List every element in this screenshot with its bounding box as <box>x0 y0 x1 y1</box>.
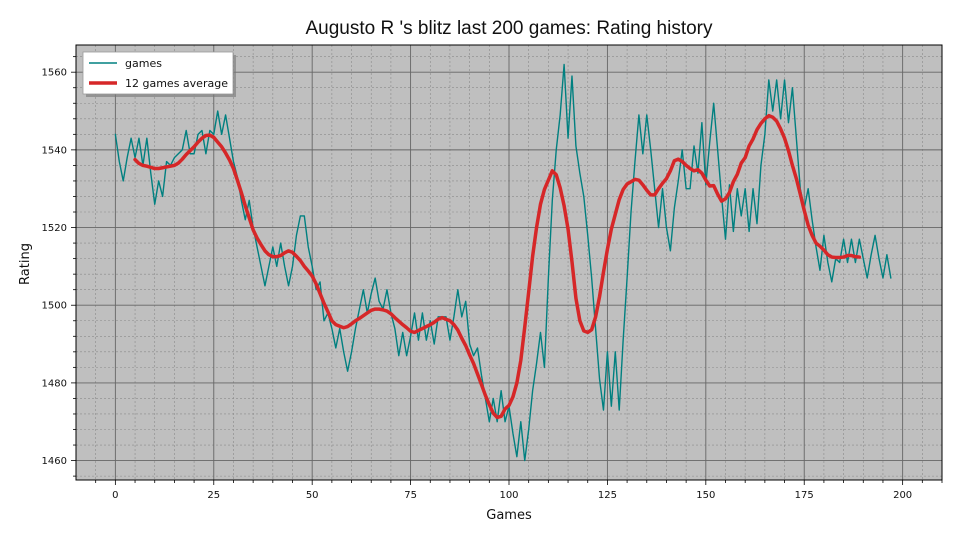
x-tick-label: 100 <box>499 490 518 501</box>
minor-gridlines <box>76 45 943 480</box>
legend: games 12 games average <box>82 51 236 97</box>
x-tick-label: 0 <box>112 490 118 501</box>
average-series-line <box>133 113 862 420</box>
x-tick-label: 25 <box>207 490 220 501</box>
x-tick-label: 150 <box>696 490 715 501</box>
y-tick-label: 1480 <box>42 378 67 389</box>
series-layer <box>114 63 892 462</box>
y-tick-label: 1520 <box>42 223 67 234</box>
x-axis-ticks: 0 25 50 75 100 125 150 175 200 <box>95 480 943 501</box>
games-series-line <box>114 63 892 462</box>
x-tick-label: 50 <box>306 490 319 501</box>
legend-average-label: 12 games average <box>125 77 228 90</box>
x-tick-label: 200 <box>893 490 912 501</box>
y-axis-ticks: 1460 1480 1500 1520 1540 1560 <box>42 56 76 477</box>
y-tick-label: 1460 <box>42 456 67 467</box>
y-tick-label: 1500 <box>42 301 67 312</box>
major-gridlines <box>76 45 942 480</box>
x-tick-label: 75 <box>404 490 417 501</box>
x-tick-label: 175 <box>795 490 814 501</box>
y-tick-label: 1560 <box>42 68 67 79</box>
legend-box <box>82 51 234 95</box>
x-axis-label: Games <box>486 508 532 523</box>
y-tick-label: 1540 <box>42 145 67 156</box>
legend-games-label: games <box>125 57 162 70</box>
chart-title: Augusto R 's blitz last 200 games: Ratin… <box>305 18 713 39</box>
y-axis-label: Rating <box>18 243 33 285</box>
x-tick-label: 125 <box>598 490 617 501</box>
